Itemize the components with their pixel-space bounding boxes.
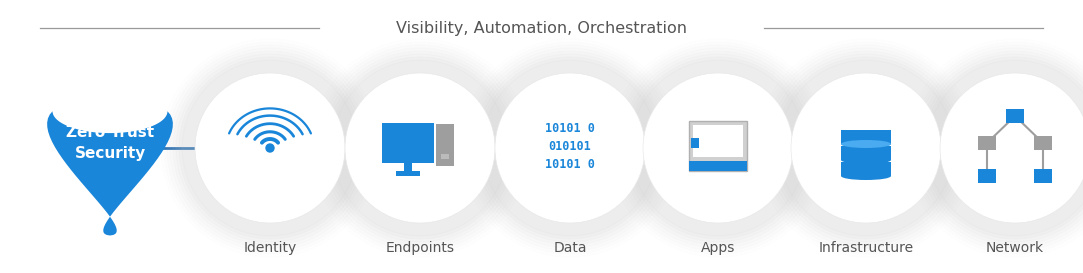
Bar xyxy=(689,121,747,171)
Circle shape xyxy=(345,73,495,223)
Circle shape xyxy=(182,60,358,236)
Circle shape xyxy=(921,54,1083,242)
Text: Infrastructure: Infrastructure xyxy=(819,241,914,255)
Ellipse shape xyxy=(841,156,891,164)
Circle shape xyxy=(627,57,809,239)
Bar xyxy=(441,154,449,159)
Text: Endpoints: Endpoints xyxy=(386,241,455,255)
Circle shape xyxy=(266,144,274,152)
Bar xyxy=(1006,108,1025,123)
Circle shape xyxy=(775,57,957,239)
Bar xyxy=(689,161,747,171)
Circle shape xyxy=(177,54,364,242)
Circle shape xyxy=(624,54,812,242)
Text: 10101 0: 10101 0 xyxy=(545,121,595,135)
Circle shape xyxy=(791,73,941,223)
Bar xyxy=(436,124,454,166)
Circle shape xyxy=(778,60,954,236)
Bar xyxy=(404,163,412,171)
Text: Data: Data xyxy=(553,241,587,255)
Text: Visibility, Automation, Orchestration: Visibility, Automation, Orchestration xyxy=(396,20,687,35)
Text: 10101 0: 10101 0 xyxy=(545,158,595,171)
Text: 010101: 010101 xyxy=(549,140,591,153)
Circle shape xyxy=(630,60,806,236)
Bar xyxy=(693,125,743,157)
Circle shape xyxy=(772,54,960,242)
Circle shape xyxy=(927,60,1083,236)
Bar xyxy=(978,168,996,183)
Text: Identity: Identity xyxy=(244,241,297,255)
Circle shape xyxy=(332,60,508,236)
Circle shape xyxy=(940,73,1083,223)
Circle shape xyxy=(482,60,658,236)
Polygon shape xyxy=(48,111,173,236)
Circle shape xyxy=(326,54,514,242)
Circle shape xyxy=(643,73,793,223)
Bar xyxy=(841,130,891,144)
Circle shape xyxy=(329,57,511,239)
Circle shape xyxy=(924,57,1083,239)
Circle shape xyxy=(195,73,345,223)
Ellipse shape xyxy=(841,140,891,148)
Bar xyxy=(396,171,420,176)
Text: Network: Network xyxy=(986,241,1044,255)
Bar xyxy=(1034,168,1052,183)
Circle shape xyxy=(479,57,661,239)
Circle shape xyxy=(179,57,361,239)
Bar xyxy=(1034,135,1052,150)
Ellipse shape xyxy=(841,172,891,180)
Bar xyxy=(841,146,891,160)
Text: Apps: Apps xyxy=(701,241,735,255)
Ellipse shape xyxy=(841,140,891,148)
Bar xyxy=(841,162,891,176)
Text: Zero Trust
Security: Zero Trust Security xyxy=(66,125,154,161)
Circle shape xyxy=(477,54,664,242)
Bar xyxy=(691,138,699,148)
Bar xyxy=(382,123,434,163)
Circle shape xyxy=(495,73,645,223)
Bar xyxy=(978,135,996,150)
